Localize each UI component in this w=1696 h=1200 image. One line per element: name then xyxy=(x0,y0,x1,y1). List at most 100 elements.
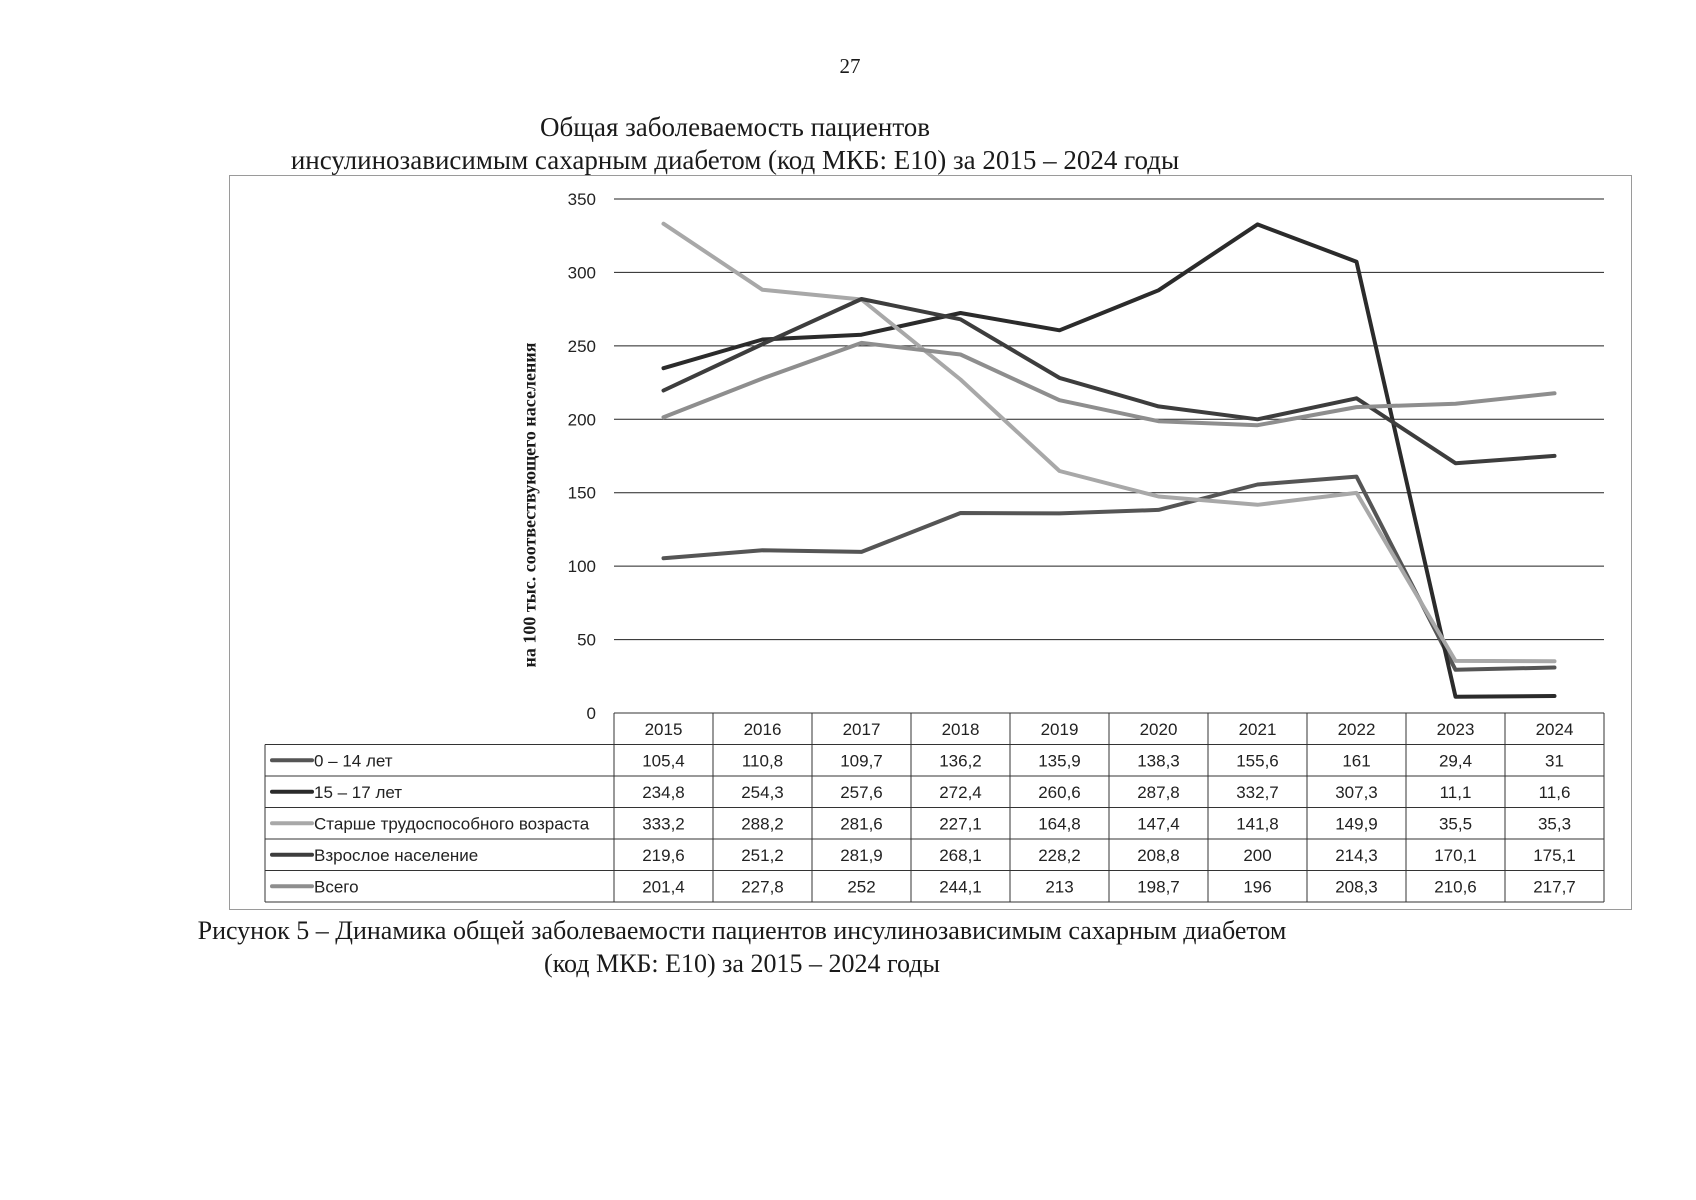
data-label: 281,9 xyxy=(840,846,883,865)
y-tick-label: 50 xyxy=(577,631,596,650)
series-line-3 xyxy=(661,221,1557,664)
data-label: 227,1 xyxy=(939,814,982,833)
data-point xyxy=(1454,402,1457,406)
data-point xyxy=(1553,454,1556,458)
data-point xyxy=(860,341,863,345)
legend-label: Всего xyxy=(314,877,359,896)
data-label: 217,7 xyxy=(1533,877,1576,896)
legend-label: 15 – 17 лет xyxy=(314,783,402,802)
data-label: 251,2 xyxy=(741,846,784,865)
y-tick-label: 150 xyxy=(568,484,596,503)
data-label: 227,8 xyxy=(741,877,784,896)
data-label: 288,2 xyxy=(741,814,784,833)
x-tick-label: 2019 xyxy=(1041,720,1079,739)
data-label: 201,4 xyxy=(642,877,685,896)
data-point xyxy=(1157,508,1160,512)
y-tick-label: 100 xyxy=(568,557,596,576)
data-label: 138,3 xyxy=(1137,751,1180,770)
data-point xyxy=(1058,511,1061,515)
data-label: 332,7 xyxy=(1236,783,1279,802)
data-point xyxy=(761,342,764,346)
data-label: 35,3 xyxy=(1538,814,1571,833)
data-point xyxy=(860,297,863,301)
data-point xyxy=(1157,288,1160,292)
data-point xyxy=(959,311,962,315)
data-point xyxy=(662,222,665,226)
data-point xyxy=(1256,222,1259,226)
data-label: 287,8 xyxy=(1137,783,1180,802)
data-point xyxy=(1454,461,1457,465)
y-tick-label: 0 xyxy=(587,704,596,723)
data-point xyxy=(1256,417,1259,421)
x-tick-label: 2023 xyxy=(1437,720,1475,739)
legend-label: Взрослое население xyxy=(314,846,478,865)
data-point xyxy=(860,550,863,554)
y-tick-label: 350 xyxy=(568,190,596,209)
data-point xyxy=(1058,469,1061,473)
data-label: 135,9 xyxy=(1038,751,1081,770)
x-tick-label: 2024 xyxy=(1536,720,1574,739)
data-point xyxy=(662,556,665,560)
data-point xyxy=(1355,475,1358,479)
data-label: 260,6 xyxy=(1038,783,1081,802)
series-line-5 xyxy=(661,340,1557,428)
data-point xyxy=(761,288,764,292)
data-label: 141,8 xyxy=(1236,814,1279,833)
data-label: 228,2 xyxy=(1038,846,1081,865)
chart-title-line-2: инсулинозависимым сахарным диабетом (код… xyxy=(290,145,1180,175)
data-point xyxy=(1553,694,1556,698)
x-tick-label: 2020 xyxy=(1140,720,1178,739)
data-label: 268,1 xyxy=(939,846,982,865)
data-label: 147,4 xyxy=(1137,814,1180,833)
x-tick-label: 2018 xyxy=(942,720,980,739)
x-tick-label: 2016 xyxy=(744,720,782,739)
data-label: 272,4 xyxy=(939,783,982,802)
data-point xyxy=(761,338,764,342)
data-label: 200 xyxy=(1243,846,1271,865)
data-point xyxy=(1157,419,1160,423)
legend-label: 0 – 14 лет xyxy=(314,751,393,770)
data-point xyxy=(959,377,962,381)
data-label: 198,7 xyxy=(1137,877,1180,896)
figure-caption: Рисунок 5 – Динамика общей заболеваемост… xyxy=(0,914,1484,980)
data-point xyxy=(662,415,665,419)
data-label: 219,6 xyxy=(642,846,685,865)
figure-caption-line-1: Рисунок 5 – Динамика общей заболеваемост… xyxy=(197,916,1287,945)
data-label: 210,6 xyxy=(1434,877,1477,896)
data-point xyxy=(1058,376,1061,380)
chart-frame xyxy=(229,175,1632,910)
data-label: 170,1 xyxy=(1434,846,1477,865)
data-label: 109,7 xyxy=(840,751,883,770)
data-point xyxy=(1553,391,1556,395)
chart-title-line-1: Общая заболеваемость пациентов xyxy=(539,112,931,142)
data-label: 175,1 xyxy=(1533,846,1576,865)
data-label: 11,1 xyxy=(1440,783,1472,802)
data-point xyxy=(1058,328,1061,332)
data-label: 244,1 xyxy=(939,877,982,896)
x-tick-label: 2021 xyxy=(1239,720,1277,739)
data-point xyxy=(860,333,863,337)
data-point xyxy=(662,366,665,370)
data-label: 196 xyxy=(1243,877,1271,896)
data-label: 257,6 xyxy=(840,783,883,802)
legend-label: Старше трудоспособного возраста xyxy=(314,814,590,833)
y-tick-label: 250 xyxy=(568,337,596,356)
data-label: 254,3 xyxy=(741,783,784,802)
series-line-2 xyxy=(661,222,1557,699)
data-point xyxy=(1256,503,1259,507)
x-tick-label: 2015 xyxy=(645,720,683,739)
data-point xyxy=(1256,423,1259,427)
data-point xyxy=(1454,659,1457,663)
data-label: 208,3 xyxy=(1335,877,1378,896)
data-label: 155,6 xyxy=(1236,751,1279,770)
series-line-1 xyxy=(661,474,1557,672)
data-label: 11,6 xyxy=(1539,783,1571,802)
data-label: 110,8 xyxy=(742,751,783,770)
data-point xyxy=(1355,396,1358,400)
data-label: 31 xyxy=(1545,751,1564,770)
data-label: 208,8 xyxy=(1137,846,1180,865)
data-point xyxy=(761,376,764,380)
data-label: 307,3 xyxy=(1335,783,1378,802)
figure-caption-line-2: (код МКБ: Е10) за 2015 – 2024 годы xyxy=(544,949,940,978)
data-label: 35,5 xyxy=(1439,814,1472,833)
